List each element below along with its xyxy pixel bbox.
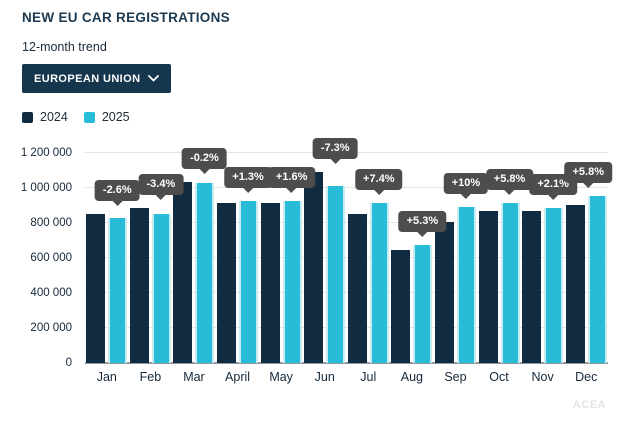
x-axis-label-jan: Jan	[96, 370, 117, 384]
chart-subtitle: 12-month trend	[22, 40, 107, 54]
y-axis-tick: 1 000 000	[20, 182, 72, 194]
legend-label-2025: 2025	[101, 110, 130, 124]
x-axis-label-may: May	[269, 370, 293, 384]
y-axis-tick: 1 200 000	[20, 147, 72, 159]
bar-2025-dec[interactable]	[587, 195, 607, 363]
bar-group-aug: +5.3%	[391, 153, 447, 363]
legend-item-2024: 2024	[22, 110, 68, 124]
gridline	[85, 257, 608, 258]
bar-group-feb: -3.4%	[129, 153, 184, 363]
gridline	[85, 222, 608, 223]
bar-group-april: +1.3%	[217, 153, 272, 363]
delta-tooltip-dec: +5.8%	[564, 161, 612, 183]
bar-2024-may[interactable]	[260, 203, 280, 363]
delta-tooltip-jun: -7.3%	[312, 138, 358, 160]
bar-2025-jul[interactable]	[369, 202, 389, 363]
gridline	[85, 292, 608, 293]
bar-2024-dec[interactable]	[565, 204, 585, 363]
bar-2025-mar[interactable]	[195, 182, 215, 363]
delta-tooltip-jul: +7.4%	[355, 168, 403, 190]
bar-group-dec: +5.8%	[564, 153, 612, 363]
delta-tooltip-mar: -0.2%	[182, 148, 227, 170]
bar-2024-aug[interactable]	[391, 250, 411, 363]
bar-2025-jan[interactable]	[108, 217, 128, 363]
bar-2025-sep[interactable]	[456, 207, 476, 363]
bar-2024-mar[interactable]	[173, 182, 193, 363]
x-axis-label-april: April	[225, 370, 251, 384]
region-selector-button[interactable]: EUROPEAN UNION	[22, 64, 172, 93]
bar-2024-nov[interactable]	[522, 210, 542, 363]
bar-2024-jun[interactable]	[304, 172, 324, 363]
bar-group-may: +1.6%	[260, 153, 316, 363]
x-axis-label-oct: Oct	[489, 370, 509, 384]
delta-tooltip-may: +1.6%	[267, 166, 316, 188]
bar-2024-jan[interactable]	[86, 213, 106, 363]
delta-tooltip-aug: +5.3%	[398, 210, 447, 232]
bar-2024-oct[interactable]	[478, 211, 498, 363]
y-axis-tick: 0	[65, 357, 72, 369]
bar-group-jun: -7.3%	[304, 138, 358, 363]
x-axis-label-aug: Aug	[400, 370, 423, 384]
x-axis-label-jul: Jul	[360, 370, 377, 384]
bar-2025-nov[interactable]	[544, 207, 564, 363]
legend-item-2025: 2025	[83, 110, 130, 124]
bar-2024-jul[interactable]	[347, 213, 367, 363]
delta-tooltip-feb: -3.4%	[138, 174, 184, 196]
bar-group-jul: +7.4%	[347, 153, 403, 363]
y-axis-tick: 600 000	[30, 252, 72, 264]
delta-tooltip-oct: +5.8%	[485, 168, 534, 190]
delta-tooltip-april: +1.3%	[224, 166, 272, 188]
chevron-down-icon	[148, 75, 160, 82]
bar-2025-april[interactable]	[239, 200, 259, 363]
y-axis-tick: 800 000	[30, 217, 72, 229]
x-axis-label-jun: Jun	[314, 370, 335, 384]
bar-2024-feb[interactable]	[129, 208, 149, 363]
bar-group-jan: -2.6%	[86, 153, 140, 363]
bar-group-sep: +10%	[434, 153, 489, 363]
acea-watermark: ACEA	[572, 399, 606, 411]
bar-2025-jun[interactable]	[326, 186, 346, 363]
x-axis-label-mar: Mar	[183, 370, 205, 384]
bar-2025-aug[interactable]	[413, 244, 433, 363]
region-selector-label: EUROPEAN UNION	[34, 72, 141, 85]
x-axis-label-dec: Dec	[575, 370, 598, 384]
legend-swatch-2025	[83, 111, 95, 123]
y-axis-tick: 400 000	[30, 287, 72, 299]
x-axis-label-nov: Nov	[531, 370, 554, 384]
bar-group-nov: +2.1%	[522, 153, 577, 363]
bar-2025-may[interactable]	[282, 200, 302, 363]
chart-legend: 2024 2025	[22, 110, 130, 124]
delta-tooltip-sep: +10%	[443, 173, 489, 195]
legend-swatch-2024	[22, 111, 33, 123]
x-axis-label-sep: Sep	[444, 370, 467, 384]
bar-group-mar: -0.2%	[173, 148, 227, 363]
legend-label-2024: 2024	[40, 110, 68, 124]
gridline	[85, 187, 608, 188]
bar-chart: 0 200 000 400 000 600 000 800 000 1 000 000 1 …	[21, 138, 612, 384]
x-axis-label-feb: Feb	[139, 370, 162, 384]
chart-title: NEW EU CAR REGISTRATIONS	[22, 10, 230, 25]
bar-group-oct: +5.8%	[478, 153, 534, 363]
y-axis-tick: 200 000	[30, 322, 72, 334]
gridline	[85, 327, 608, 328]
bar-2025-oct[interactable]	[500, 202, 520, 363]
x-axis-line	[85, 362, 608, 364]
bar-2025-feb[interactable]	[151, 213, 171, 363]
bar-2024-sep[interactable]	[434, 221, 454, 363]
bar-2024-april[interactable]	[217, 203, 237, 363]
delta-tooltip-jan: -2.6%	[94, 179, 140, 201]
